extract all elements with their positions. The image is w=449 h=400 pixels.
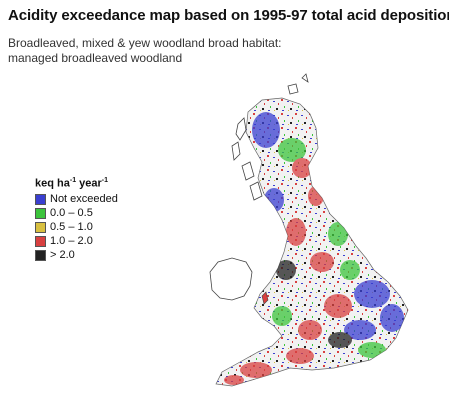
legend-swatch: [35, 193, 46, 205]
northern-ireland-outline: [209, 257, 253, 301]
legend-item-1.0-2.0: 1.0 – 2.0: [35, 235, 118, 248]
legend-swatch: [35, 235, 46, 247]
legend-label: Not exceeded: [50, 193, 118, 206]
map-subtitle: Broadleaved, mixed & yew woodland broad …: [8, 36, 282, 65]
legend-item-0.5-1.0: 0.5 – 1.0: [35, 221, 118, 234]
great-britain-region: [215, 97, 409, 387]
exceedance-areas: [224, 112, 404, 385]
legend: keq ha-1 year-1 Not exceeded 0.0 – 0.5 0…: [35, 177, 118, 263]
legend-item-0-0.5: 0.0 – 0.5: [35, 207, 118, 220]
legend-swatch: [35, 207, 46, 219]
isle-of-man: [261, 291, 269, 305]
legend-swatch: [35, 249, 46, 261]
scottish-islands: [231, 73, 309, 201]
legend-item-not-exceeded: Not exceeded: [35, 193, 118, 206]
legend-item-over-2.0: > 2.0: [35, 249, 118, 262]
legend-label: 1.0 – 2.0: [50, 235, 93, 248]
legend-title: keq ha-1 year-1: [35, 177, 109, 190]
legend-label: 0.5 – 1.0: [50, 221, 93, 234]
legend-swatch: [35, 221, 46, 233]
legend-label: 0.0 – 0.5: [50, 207, 93, 220]
map-title: Acidity exceedance map based on 1995-97 …: [8, 7, 449, 24]
legend-label: > 2.0: [50, 249, 75, 262]
